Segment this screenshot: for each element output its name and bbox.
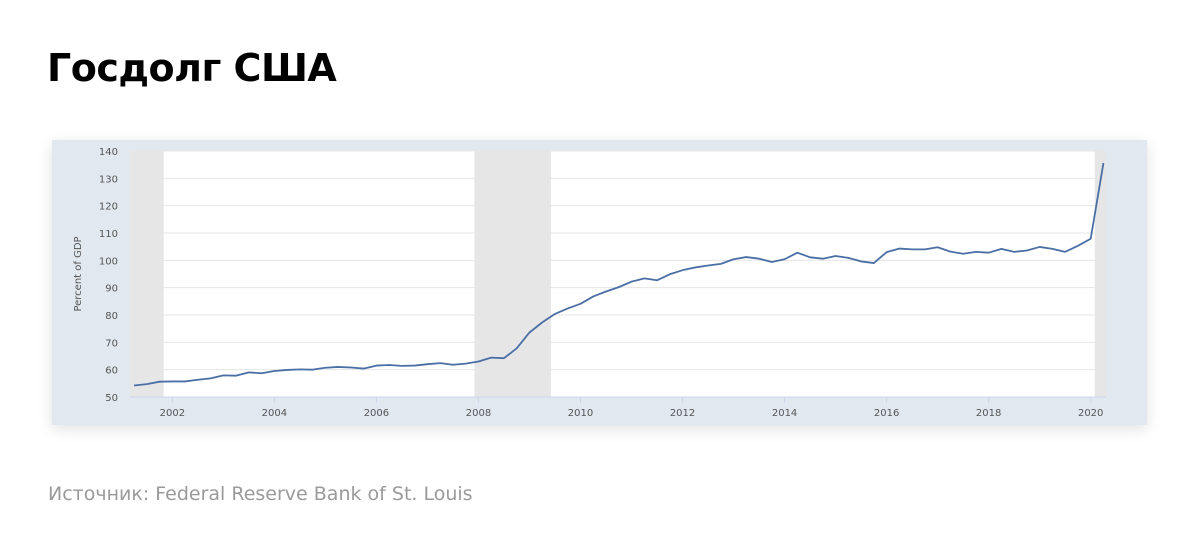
y-tick-label: 90 [105, 284, 118, 295]
x-tick-label: 2018 [976, 408, 1001, 419]
y-tick-label: 140 [99, 147, 118, 158]
source-caption: Источник: Federal Reserve Bank of St. Lo… [48, 483, 473, 505]
chart-card: 50 60 70 80 90 100 110 120 130 140 2002 2004 2006 200… [52, 140, 1147, 425]
x-tick-label: 2012 [670, 408, 695, 419]
line-chart: 50 60 70 80 90 100 110 120 130 140 2002 2004 2006 200… [73, 147, 1106, 419]
y-tick-label: 120 [99, 202, 118, 213]
y-tick-label: 70 [105, 338, 118, 349]
x-tick-label: 2002 [160, 408, 185, 419]
y-tick-label: 110 [99, 229, 118, 240]
page-title: Госдолг США [47, 46, 337, 90]
x-tick-label: 2014 [772, 408, 797, 419]
x-tick-label: 2006 [364, 408, 389, 419]
x-tick-label: 2010 [568, 408, 593, 419]
y-tick-label: 60 [105, 366, 118, 377]
x-tick-label: 2008 [466, 408, 491, 419]
y-tick-label: 100 [99, 256, 118, 267]
y-tick-label: 80 [105, 311, 118, 322]
recession-band-2 [1094, 151, 1106, 397]
plot-area [130, 151, 1106, 397]
y-tick-label: 130 [99, 174, 118, 185]
x-tick-label: 2004 [262, 408, 287, 419]
y-axis-label: Percent of GDP [73, 236, 84, 311]
recession-band-1 [474, 151, 551, 397]
x-tick-label: 2020 [1078, 408, 1103, 419]
y-tick-label: 50 [105, 393, 118, 404]
recession-band-0 [130, 151, 164, 397]
x-tick-label: 2016 [874, 408, 899, 419]
